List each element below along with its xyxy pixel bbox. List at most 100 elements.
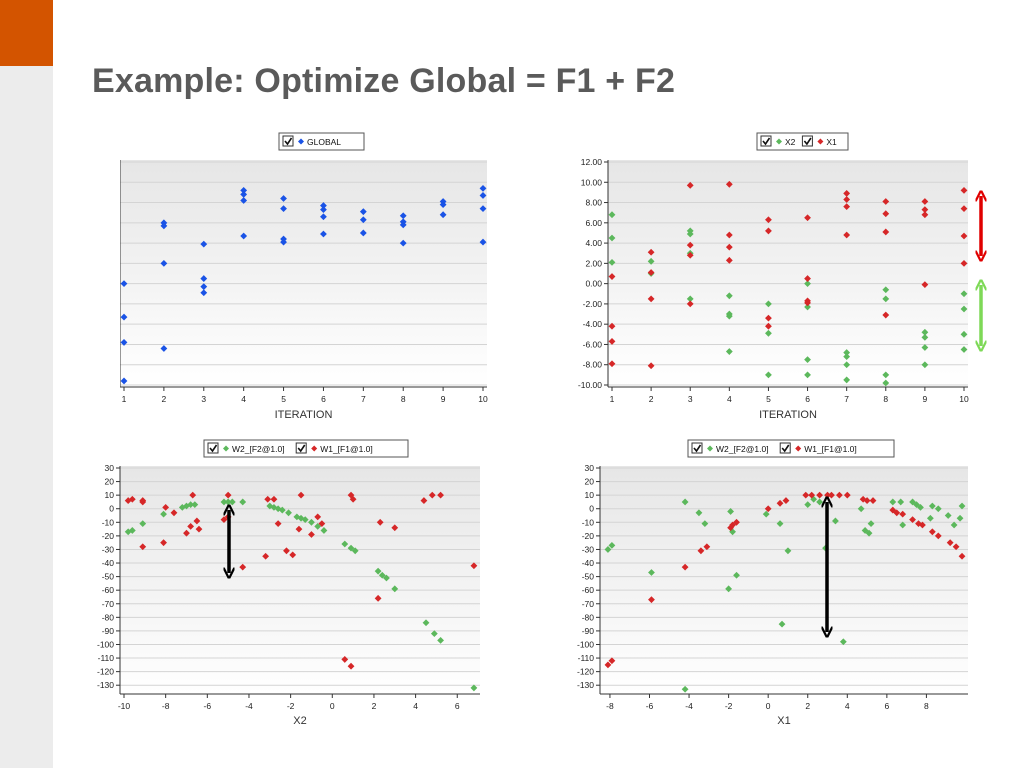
- y-tick-label: 0: [109, 504, 114, 514]
- legend-marker: [298, 138, 304, 145]
- data-point: [160, 259, 168, 267]
- data-point: [843, 196, 851, 203]
- data-point: [899, 521, 907, 529]
- y-tick-label: -10: [582, 517, 595, 527]
- x-tick-label: 3: [688, 394, 693, 404]
- y-tick-label: -30: [582, 544, 595, 554]
- data-point: [921, 328, 929, 336]
- x-tick-label: -8: [606, 701, 614, 711]
- data-point: [843, 376, 851, 384]
- data-point: [240, 197, 248, 204]
- slide-title: Example: Optimize Global = F1 + F2: [92, 62, 676, 100]
- y-tick-label: -100: [97, 639, 114, 649]
- data-point: [359, 216, 367, 224]
- data-point: [314, 522, 322, 530]
- x-tick-label: -4: [685, 701, 693, 711]
- data-point: [727, 508, 734, 515]
- data-point: [686, 295, 694, 303]
- data-point: [376, 518, 384, 526]
- y-tick-label: 6.00: [585, 218, 602, 228]
- data-point: [128, 495, 136, 503]
- data-point: [882, 371, 890, 379]
- data-point: [921, 333, 929, 341]
- data-point: [200, 283, 208, 291]
- chart-content: -10.00 -8.00 -6.00 -4.00 -2.00 0.00 2.00 4.00 6.…: [578, 132, 969, 421]
- data-point: [804, 214, 811, 222]
- x-tick-label: 2: [162, 394, 167, 404]
- legend-label: W2_[F2@1.0]: [716, 444, 769, 454]
- x-axis-label: ITERATION: [759, 409, 817, 421]
- data-point: [262, 552, 270, 560]
- data-point: [479, 238, 487, 246]
- data-point: [120, 377, 128, 385]
- data-point: [882, 228, 890, 236]
- data-point: [608, 338, 616, 345]
- data-point: [778, 620, 786, 628]
- plot-area: [608, 160, 968, 387]
- data-point: [200, 240, 208, 248]
- data-point: [120, 339, 128, 346]
- x-tick-label: 4: [845, 701, 850, 711]
- y-tick-label: -20: [102, 531, 115, 541]
- legend-box: [278, 132, 365, 151]
- data-point: [383, 574, 390, 582]
- data-point: [187, 522, 195, 530]
- data-point: [897, 498, 905, 506]
- y-tick-label: 4.00: [585, 238, 602, 248]
- data-point: [765, 371, 772, 379]
- data-point: [960, 232, 968, 240]
- chart-w-vs-x1: -130-120-110-100-90-80-70-60-50-40-30-20…: [577, 439, 968, 727]
- y-tick-label: -80: [102, 612, 115, 622]
- data-point: [374, 594, 382, 602]
- data-point: [479, 192, 487, 199]
- data-point: [946, 539, 954, 547]
- data-point: [308, 518, 315, 526]
- data-point: [349, 495, 357, 503]
- data-point: [882, 379, 890, 387]
- x-tick-label: 9: [923, 394, 928, 404]
- check-icon: [693, 444, 702, 453]
- data-point: [782, 497, 790, 504]
- series-0: [120, 184, 487, 385]
- y-tick-label: -2.00: [583, 299, 603, 309]
- data-point: [701, 520, 709, 528]
- legend-marker: [707, 445, 713, 452]
- data-point: [928, 528, 936, 536]
- data-point: [919, 521, 926, 529]
- data-point: [160, 222, 168, 230]
- legend-marker: [311, 445, 318, 452]
- data-point: [314, 513, 322, 521]
- data-point: [608, 657, 616, 665]
- data-point: [648, 569, 655, 576]
- series-1: [124, 491, 478, 670]
- data-point: [857, 505, 865, 513]
- data-point: [274, 520, 282, 528]
- y-tick-label: -130: [97, 680, 114, 690]
- data-point: [804, 371, 811, 379]
- data-point: [863, 497, 871, 504]
- x-tick-label: 2: [372, 701, 377, 711]
- data-point: [351, 547, 359, 555]
- y-tick-label: -100: [577, 639, 594, 649]
- data-point: [725, 256, 733, 264]
- x-tick-label: 6: [805, 394, 810, 404]
- data-point: [859, 495, 867, 503]
- data-point: [608, 541, 616, 549]
- data-point: [200, 289, 208, 297]
- data-point: [200, 275, 208, 282]
- data-point: [604, 546, 612, 553]
- data-point: [374, 567, 382, 575]
- plot-area: [120, 466, 480, 694]
- data-point: [347, 662, 355, 670]
- data-point: [843, 491, 851, 499]
- series-0: [124, 498, 478, 692]
- y-tick-label: -70: [102, 599, 115, 609]
- legend-marker: [223, 445, 229, 452]
- data-point: [921, 344, 929, 351]
- data-point: [686, 181, 694, 189]
- data-point: [802, 491, 810, 499]
- data-point: [921, 198, 929, 205]
- x-tick-label: -6: [204, 701, 212, 711]
- data-point: [240, 191, 248, 198]
- x-tick-label: 4: [241, 394, 246, 404]
